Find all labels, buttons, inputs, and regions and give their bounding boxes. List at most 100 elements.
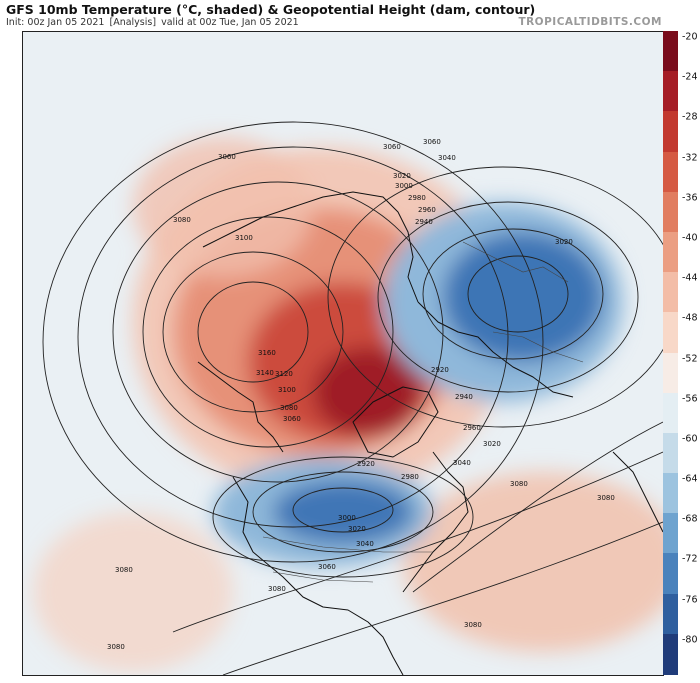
- colorbar-label: -32: [682, 152, 698, 164]
- contour-label: 3040: [438, 154, 456, 162]
- colorbar-label: -52: [682, 353, 698, 365]
- colorbar-label: -24: [682, 71, 698, 83]
- map-canvas: 3060 3080 3100 3060 3060 3040 3020 3000 2980 2960…: [33, 121, 663, 675]
- height-contour: [292, 487, 394, 533]
- height-contour: [212, 456, 474, 578]
- chart-title: GFS 10mb Temperature (°C, shaded) & Geop…: [6, 2, 536, 17]
- contour-label: 3100: [235, 234, 253, 242]
- contour-label: 3060: [218, 153, 236, 161]
- contour-label: 2920: [357, 460, 375, 468]
- boundary-line: [492, 331, 584, 363]
- colorbar-swatch: [663, 111, 678, 153]
- colorbar-label: -28: [682, 111, 698, 123]
- contour-label: 3080: [107, 643, 125, 651]
- map-panel: 3060 3080 3100 3060 3060 3040 3020 3000 2980 2960…: [22, 31, 664, 676]
- contour-label: 3040: [453, 459, 471, 467]
- geopotential-height-contours: [42, 121, 663, 675]
- height-contour: [467, 255, 569, 333]
- height-contour: [172, 451, 663, 633]
- contour-labels: 3060 3080 3100 3060 3060 3040 3020 3000 2980 2960…: [107, 138, 615, 651]
- political-boundaries: [262, 241, 584, 583]
- colorbar-swatch: [663, 312, 678, 353]
- boundary-line: [462, 241, 569, 283]
- colorbar-label: -20: [682, 31, 698, 43]
- contour-label: 3060: [318, 563, 336, 571]
- contour-label: 3000: [395, 182, 413, 190]
- colorbar-label: -48: [682, 312, 698, 324]
- site-brand: TROPICALTIDBITS.COM: [518, 16, 662, 28]
- colorbar-swatch: [663, 231, 678, 273]
- init-time: Init: 00z Jan 05 2021: [6, 17, 105, 28]
- temperature-colorbar: -20 -24 -28 -32 -36 -40 -44 -48 -52 -56 -60 -64 -68 -…: [663, 31, 700, 675]
- contour-label: 3100: [278, 386, 296, 394]
- height-contour: [252, 471, 434, 553]
- contour-label: 3060: [383, 143, 401, 151]
- cold-vortex-east-core: [443, 232, 603, 362]
- contour-label: 2960: [463, 424, 481, 432]
- warm-region-southwest: [33, 512, 233, 672]
- contour-label: 3080: [280, 404, 298, 412]
- contour-label: 3120: [275, 370, 293, 378]
- height-contour: [77, 146, 509, 528]
- contour-label: 3060: [283, 415, 301, 423]
- coastline-alaska: [197, 361, 284, 453]
- contour-label: 3140: [256, 369, 274, 377]
- colorbar-label: -80: [682, 634, 698, 646]
- warm-region-southeast: [403, 472, 663, 652]
- height-contour: [112, 181, 444, 483]
- coastline-north-america: [232, 451, 469, 675]
- height-contour: [327, 166, 663, 428]
- contour-label: 3000: [338, 514, 356, 522]
- coastline-asia: [202, 191, 419, 303]
- contour-label: 2960: [418, 206, 436, 214]
- warm-region-northwest: [133, 137, 313, 277]
- colorbar-label: -56: [682, 393, 698, 405]
- colorbar-label: -44: [682, 272, 698, 284]
- height-contour: [197, 281, 309, 383]
- colorbar-swatch: [663, 191, 678, 233]
- colorbar-label: -40: [682, 232, 698, 244]
- contour-label: 2980: [401, 473, 419, 481]
- contour-label: 3080: [268, 585, 286, 593]
- colorbar-label: -76: [682, 594, 698, 606]
- height-contour: [222, 521, 663, 675]
- boundary-line: [262, 536, 433, 553]
- contour-label: 3080: [115, 566, 133, 574]
- contour-label: 3020: [555, 238, 573, 246]
- coastline-greenland: [352, 386, 439, 458]
- contour-label: 3080: [510, 480, 528, 488]
- run-type: [Analysis]: [109, 17, 157, 28]
- colorbar-swatch: [663, 553, 678, 595]
- height-contour: [422, 228, 604, 360]
- cold-vortex-south-core: [273, 480, 413, 544]
- colorbar-swatch: [663, 272, 678, 313]
- contour-label: 3080: [173, 216, 191, 224]
- temperature-shading: [33, 137, 663, 672]
- colorbar-label: -60: [682, 433, 698, 445]
- colorbar-swatch: [663, 633, 678, 675]
- colorbar-label: -68: [682, 513, 698, 525]
- contour-label: 3080: [464, 621, 482, 629]
- header: GFS 10mb Temperature (°C, shaded) & Geop…: [0, 0, 700, 31]
- coastline-africa-north: [612, 451, 663, 533]
- contour-label: 3020: [348, 525, 366, 533]
- colorbar-label: -64: [682, 473, 698, 485]
- contour-label: 2980: [408, 194, 426, 202]
- height-contour: [142, 216, 394, 448]
- colorbar-swatch: [663, 71, 678, 112]
- contour-label: 3160: [258, 349, 276, 357]
- colorbar-swatch: [663, 593, 678, 635]
- colorbar-swatch: [663, 151, 678, 193]
- chart-subtitle: Init: 00z Jan 05 2021 [Analysis] valid a…: [6, 17, 299, 28]
- height-contour: [412, 421, 663, 593]
- colorbar-swatch: [663, 31, 678, 72]
- colorbar-label: -36: [682, 192, 698, 204]
- colorbar-swatch: [663, 513, 678, 554]
- height-contour: [42, 121, 544, 563]
- coastlines: [197, 191, 663, 675]
- height-contour: [162, 251, 344, 413]
- boundary-line: [272, 571, 374, 583]
- coastline-europe: [417, 301, 574, 398]
- colorbar-swatch: [663, 432, 678, 474]
- contour-label: 3080: [597, 494, 615, 502]
